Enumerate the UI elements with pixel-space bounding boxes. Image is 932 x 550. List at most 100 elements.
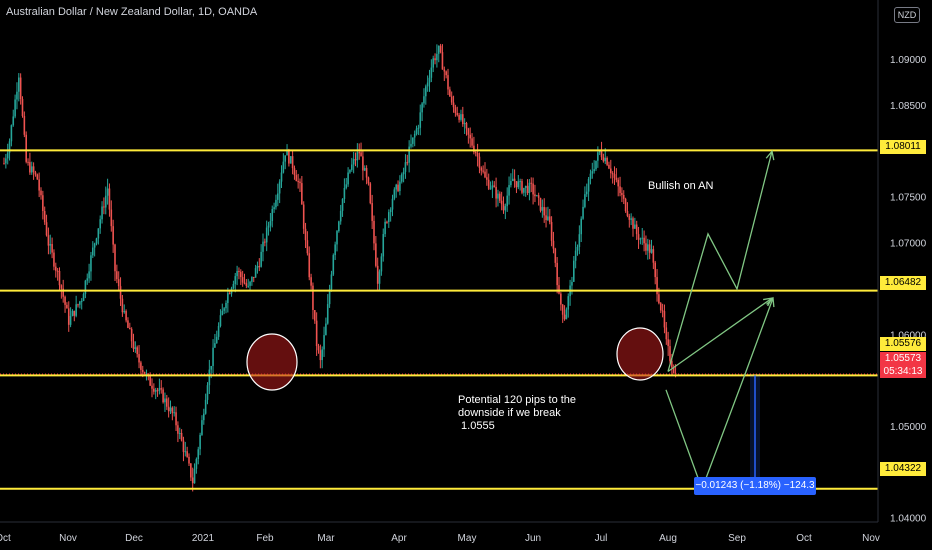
candle-body xyxy=(615,177,618,180)
y-tick-label: 1.08500 xyxy=(890,101,927,112)
candle-body xyxy=(180,433,183,441)
arrow-head xyxy=(763,297,774,307)
highlight-circle[interactable] xyxy=(616,327,664,381)
candle-body xyxy=(634,224,636,229)
candle-body xyxy=(545,215,547,221)
candle-body xyxy=(62,288,64,297)
candle-body xyxy=(84,280,87,295)
candle-body xyxy=(221,310,224,316)
candle-body xyxy=(565,309,568,320)
candle-body xyxy=(476,152,479,157)
candle-body xyxy=(286,150,288,156)
candle-body xyxy=(439,45,442,53)
candle-body xyxy=(532,183,534,195)
candle-body xyxy=(225,302,227,309)
candle-body xyxy=(210,365,212,370)
candle-body xyxy=(117,279,120,287)
candle-body xyxy=(665,327,668,340)
candle-body xyxy=(125,311,127,321)
candle-body xyxy=(73,310,76,316)
candle-body xyxy=(141,369,144,372)
candle-body xyxy=(336,231,338,245)
candle-body xyxy=(264,241,266,243)
candle-body xyxy=(556,262,558,286)
candle-body xyxy=(489,188,492,190)
candle-body xyxy=(456,112,459,116)
candle-body xyxy=(484,171,486,178)
candle-body xyxy=(454,107,457,113)
bullish-projection-path[interactable] xyxy=(667,297,773,373)
candle-body xyxy=(51,244,53,253)
candle-body xyxy=(288,150,290,164)
candle-body xyxy=(419,112,422,128)
candle-body xyxy=(326,304,329,324)
candle-body xyxy=(188,456,190,464)
candle-body xyxy=(319,350,322,361)
candle-body xyxy=(5,158,7,164)
candle-body xyxy=(169,407,172,412)
y-tick-label: 1.07500 xyxy=(890,193,927,204)
candle-body xyxy=(19,77,22,100)
candle-body xyxy=(260,251,262,267)
candle-body xyxy=(386,221,388,223)
candle-body xyxy=(560,293,562,305)
candle-body xyxy=(630,218,632,220)
candle-body xyxy=(526,185,529,194)
candle-body xyxy=(443,69,446,72)
candle-body xyxy=(602,157,605,162)
candle-body xyxy=(648,244,651,253)
candle-body xyxy=(430,67,433,78)
candle-body xyxy=(351,164,353,170)
candle-body xyxy=(173,412,175,414)
candle-body xyxy=(258,266,261,268)
candle-body xyxy=(80,301,83,303)
candle-body xyxy=(315,320,318,347)
candle-body xyxy=(580,218,582,235)
candle-body xyxy=(495,186,497,199)
candle-body xyxy=(127,320,129,328)
candle-body xyxy=(197,449,200,460)
candle-body xyxy=(69,315,72,325)
candle-body xyxy=(66,304,68,309)
candle-body xyxy=(417,127,420,129)
candle-body xyxy=(585,191,588,195)
candle-body xyxy=(637,234,640,240)
candle-body xyxy=(64,296,66,305)
candle-body xyxy=(550,222,553,241)
bearish-projection-path[interactable] xyxy=(665,297,774,491)
candle-body xyxy=(537,195,540,198)
candle-body xyxy=(282,161,285,173)
measure-tool-label: −0.01243 (−1.18%) −124.3 xyxy=(694,477,816,495)
candle-body xyxy=(376,265,379,284)
candle-body xyxy=(519,181,521,183)
highlight-circle[interactable] xyxy=(246,333,298,391)
candle-body xyxy=(659,303,662,311)
y-tick-label: 1.04000 xyxy=(890,514,927,525)
candle-body xyxy=(388,212,390,222)
candle-body xyxy=(604,157,607,162)
candle-body xyxy=(606,157,608,165)
candle-body xyxy=(166,398,168,407)
candle-body xyxy=(304,228,307,241)
candle-body xyxy=(193,468,196,484)
candle-body xyxy=(598,150,601,153)
candle-body xyxy=(384,221,386,235)
candle-body xyxy=(321,349,323,361)
candle-body xyxy=(425,86,427,97)
candle-body xyxy=(219,315,222,327)
candle-body xyxy=(474,152,477,154)
candle-body xyxy=(86,278,89,281)
candle-body xyxy=(29,162,31,173)
level-label-4: 1.04322 xyxy=(880,462,926,476)
candle-body xyxy=(284,155,286,162)
bullish-projection-path[interactable] xyxy=(667,151,773,372)
currency-selector[interactable]: NZD xyxy=(894,7,920,23)
candle-body xyxy=(573,260,575,282)
candle-body xyxy=(104,195,107,208)
candle-body xyxy=(626,211,629,216)
candle-body xyxy=(399,181,401,191)
candle-body xyxy=(151,385,153,389)
candle-body xyxy=(184,451,187,453)
candle-body xyxy=(138,354,140,363)
